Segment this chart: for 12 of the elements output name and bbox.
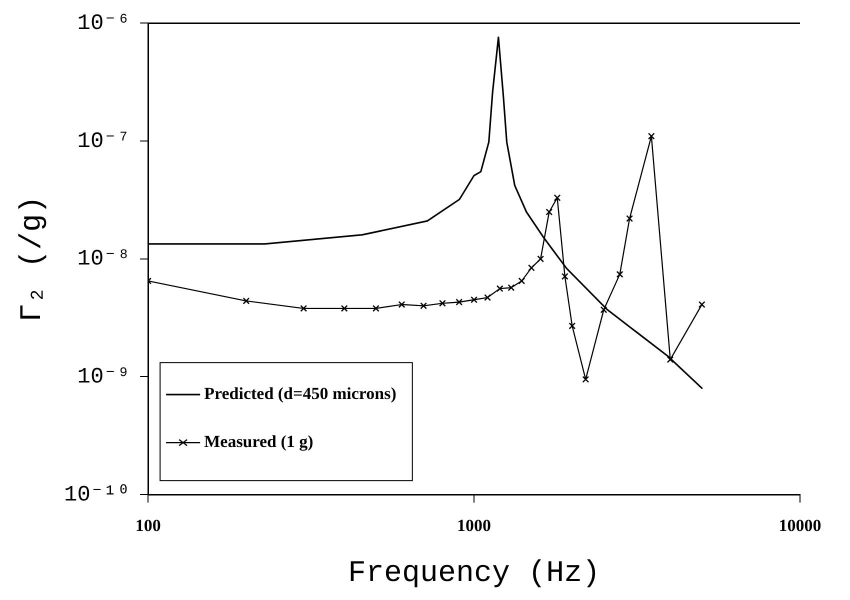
x-tick-label: 1000 (457, 516, 492, 536)
y-axis-title: Γ₂ (/g) (16, 196, 50, 322)
y-tick-label: 10⁻¹⁰ (64, 482, 130, 508)
y-tick-label: 10⁻⁶ (77, 11, 130, 36)
y-tick-label: 10⁻⁷ (77, 128, 130, 154)
x-axis-title: Frequency (Hz) (348, 556, 600, 591)
legend-label: Predicted (d=450 microns) (204, 384, 396, 403)
x-tick-label: 10000 (778, 516, 822, 536)
legend-label: Measured (1 g) (204, 432, 314, 451)
y-tick-label: 10⁻⁸ (77, 246, 130, 272)
x-tick-label: 100 (135, 516, 161, 536)
y-tick-label: 10⁻⁹ (77, 364, 130, 390)
